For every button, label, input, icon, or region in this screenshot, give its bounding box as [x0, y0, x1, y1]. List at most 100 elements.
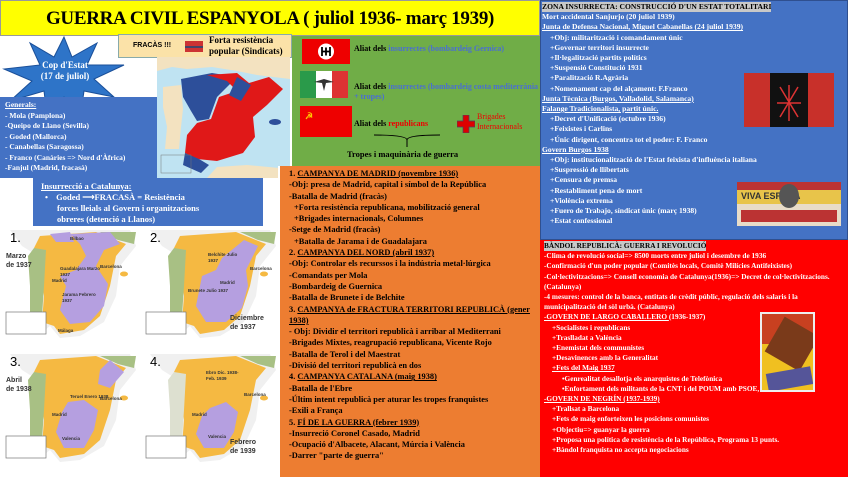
catalonia-heading: Insurrecció a Catalunya:	[41, 181, 132, 191]
item-text: +Enemistat dels communistes	[552, 343, 645, 353]
list-item: +Socialistes i republicans	[544, 323, 848, 333]
list-item: +Proposa una política de resistència de …	[544, 435, 848, 445]
general-item: -Fanjul (Madrid, fracasà)	[5, 163, 88, 172]
map-4: 4. Febrero de 1939 Ebro Dic. 1938- Feb. 193…	[140, 350, 278, 474]
list-item: -4 mesures: control de la banca, entitat…	[544, 292, 848, 312]
item-text: +Fuero de Trabajo, síndicat únic (març 1…	[550, 206, 697, 216]
general-item: - Franco (Canàries => Nord d'Àfrica)	[5, 152, 126, 162]
list-item: +Estat confessional	[542, 216, 847, 226]
spain-map-july-1936	[157, 57, 290, 178]
campaign-item: -Batalla de Brunete i de Belchite	[289, 293, 405, 303]
soviet-flag-icon: ☭	[300, 106, 352, 137]
list-item: +Fets de maig enforteixen les posicions …	[544, 414, 848, 424]
map-label: Guadalajara Marzo 1937	[60, 266, 101, 277]
list-item: -Clima de revolució social=> 8500 morts …	[544, 251, 848, 261]
list-item: +Objectiu=> guanyar la guerra	[544, 425, 848, 435]
franco-portrait	[779, 184, 799, 208]
coup-title: Cop d'Estat	[42, 60, 88, 70]
campaigns-panel: 1. CAMPANYA DE MADRID (novembre 1936) -Ob…	[278, 166, 540, 477]
campaign-heading: 4. CAMPANYA CATALANA (maig 1938)	[289, 371, 531, 382]
map-label: Teruel Enero 1938	[70, 394, 109, 399]
map-date-line: de 1938	[6, 386, 32, 393]
item-text: +Trallsat a Barcelona	[552, 404, 620, 414]
item-text: +Proposa una política de resistència de …	[552, 434, 780, 444]
ally-prefix: Aliat dels	[354, 44, 389, 53]
war-evolution-maps: 1. Marzo de 1937 Guadalajara Marzo 1937 Madr…	[0, 226, 278, 477]
item-text: +Estat confessional	[550, 216, 613, 226]
map-date-line: Febrero	[230, 439, 257, 446]
list-item: +Enemistat dels communistes	[544, 343, 848, 353]
campaign-item: -Darrer "parte de guerra"	[289, 451, 384, 461]
catalonia-text-1: forces lleials al Govern i organitzacion…	[57, 203, 200, 213]
coup-date: (17 de juliol)	[40, 71, 90, 81]
map-label: Belchite Julio 1937	[208, 252, 238, 263]
fascist-italy-flag-icon	[300, 71, 348, 98]
list-item: Govern Burgos 1938	[542, 145, 847, 155]
republican-poster	[760, 312, 815, 392]
campaign-item: -Batalla de Terol i del Maestrat	[289, 349, 401, 359]
item-text: -Clima de revolució social=> 8500 morts …	[544, 251, 767, 261]
general-item: -Queipo de Llano (Sevilla)	[5, 121, 89, 130]
campaign-item: -Obj: presa de Madrid, capital i símbol …	[289, 180, 487, 190]
page-title: GUERRA CIVIL ESPANYOLA ( juliol 1936- ma…	[0, 0, 540, 36]
list-item: +Traslladat a València	[544, 333, 848, 343]
campaign-number: 4.	[289, 372, 298, 382]
list-item: +Suspressió de llibertats	[542, 165, 847, 175]
campaign-item: -Últim intent republicà per aturar les t…	[289, 394, 489, 404]
catalonia-insurrection-box: Insurrecció a Catalunya: • Goded ⟶FRACAS…	[33, 178, 263, 226]
map-date-line: Abril	[6, 377, 22, 384]
ally-side: insurrectes (bombardeig Gernica)	[388, 44, 505, 53]
map-3: 3. Abril de 1938 Teruel Enero 1938 Madrid Val…	[0, 350, 138, 474]
map-number: 1.	[10, 230, 21, 245]
campaign-item: -Bombardeig de Guernica	[289, 281, 383, 291]
list-item: +Fets del Maig 1937	[544, 363, 848, 373]
map-date-line: Marzo	[6, 253, 27, 260]
item-text: +Violència extrema	[550, 195, 613, 205]
item-text: -Col·lectivitzacions=> Consell economia …	[544, 271, 830, 291]
list-item: Falange Tradicionalista, partit únic.	[542, 104, 847, 114]
map-date-line: Diciembre	[230, 315, 264, 322]
list-item: +Paralització R.Agrària	[542, 73, 847, 83]
map-label: Madrid	[52, 412, 67, 417]
fracas-text-1: Forta resistència	[209, 35, 274, 45]
republican-panel: BÀNDOL REPUBLICÀ: GUERRA I REVOLUCIÓ -Cl…	[540, 240, 848, 477]
ally-side: insurrectes (bombardeig costa mediterràn…	[354, 82, 539, 101]
list-item: +Obj: institucionalització de l'Estat fe…	[542, 155, 847, 165]
campaign-item: -Setge de Madrid (fracàs)	[289, 225, 381, 235]
item-text: +Suspensió Constitució 1931	[550, 63, 643, 73]
campaign-title: CAMPANYA de FRACTURA TERRITORI REPUBLICÀ…	[289, 304, 530, 325]
item-text: •Genrealitat desallotja els anarquistes …	[562, 373, 723, 383]
campaign-item: - Obj: Dividir el territori republicà i …	[289, 327, 501, 337]
map-label: Barcelona	[250, 266, 272, 271]
ally-germany: Aliat dels insurrectes (bombardeig Gerni…	[354, 44, 504, 54]
list-item: +Obj: militarització i comandament únic	[542, 33, 847, 43]
campaign-title: FÍ DE LA GUERRA (febrer 1939)	[297, 417, 420, 427]
map-label: Madrid	[192, 412, 207, 417]
item-text: -Confirmació d'un poder popular (Comitès…	[544, 261, 793, 271]
fracas-label: FRACÀS !!!	[133, 42, 172, 49]
item-text: +Desavinences amb la Generalitat	[552, 353, 659, 363]
list-item: +Trallsat a Barcelona	[544, 404, 848, 414]
brigades-line1: Brigades	[477, 112, 506, 121]
item-text: +Bàndol franquista no accepta negociacio…	[552, 445, 689, 455]
item-text: +Socialistes i republicans	[552, 322, 631, 332]
item-text: Junta de Defensa Nacional, Miguel Cabane…	[542, 22, 744, 32]
ally-ussr: Aliat dels republicans	[354, 119, 428, 129]
ally-prefix: Aliat dels	[354, 82, 389, 91]
list-item: +Feixistes i Carlins	[542, 124, 847, 134]
item-text: +Governar territori insurrecte	[550, 42, 649, 52]
list-item: -GOVERN DE NEGRÍN (1937-1939)	[544, 394, 848, 404]
republic-heading: BÀNDOL REPUBLICÀ: GUERRA I REVOLUCIÓ	[544, 241, 707, 252]
list-item: +Il·legalització partits polítics	[542, 53, 847, 63]
campaign-number: 1.	[289, 169, 298, 178]
list-item: -GOVERN DE LARGO CABALLERO (1936-1937)	[544, 312, 848, 322]
item-text: +Restabliment pena de mort	[550, 185, 643, 195]
campaign-number: 3.	[289, 304, 298, 314]
generals-heading: Generals:	[5, 100, 37, 109]
list-item: Mort accidental Sanjurjo (20 juliol 1939…	[542, 12, 847, 22]
list-item: +Fuero de Trabajo, síndicat únic (març 1…	[542, 206, 847, 216]
campaign-item: -Comandats per Mola	[289, 270, 368, 280]
campaign-item: -Obj: Controlar els recurssos i la indús…	[289, 259, 491, 269]
campaign-item: +Brigades internacionals, Columnes	[294, 214, 424, 224]
map-label: Bilbao	[70, 236, 84, 241]
